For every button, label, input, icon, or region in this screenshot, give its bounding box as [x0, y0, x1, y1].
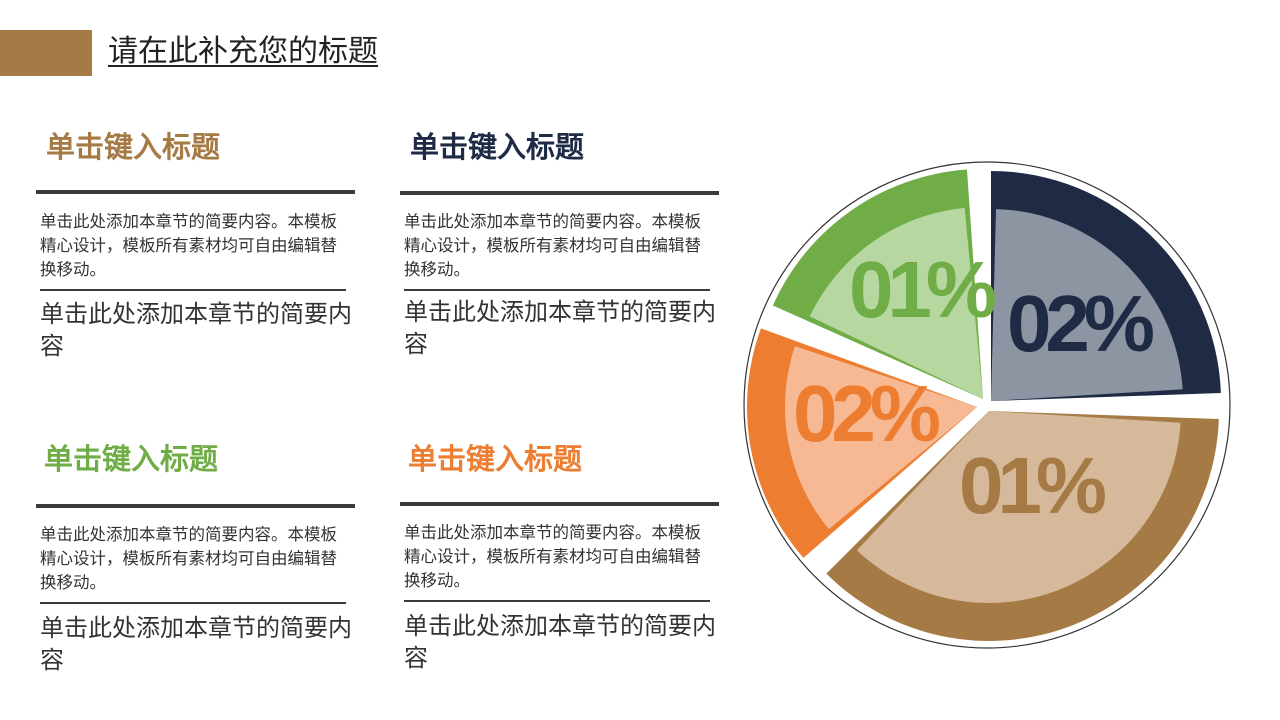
pie-chart: 02%01%02%01% [743, 161, 1231, 649]
pie-slice-4-inner [809, 207, 983, 399]
card-description[interactable]: 单击此处添加本章节的简要内容。本模板精心设计，模板所有素材均可自由编辑替换移动。 [404, 212, 701, 279]
pie-slice-label: 01% [849, 245, 996, 334]
divider [36, 504, 355, 508]
card-subtext[interactable]: 单击此处添加本章节的简要内容 [40, 300, 352, 360]
card-heading[interactable]: 单击键入标题 [44, 442, 219, 476]
content-card-4: 单击键入标题 单击此处添加本章节的简要内容。本模板精心设计，模板所有素材均可自由… [400, 440, 720, 690]
card-description[interactable]: 单击此处添加本章节的简要内容。本模板精心设计，模板所有素材均可自由编辑替换移动。 [404, 523, 701, 590]
content-card-3: 单击键入标题 单击此处添加本章节的简要内容。本模板精心设计，模板所有素材均可自由… [36, 440, 356, 690]
card-description[interactable]: 单击此处添加本章节的简要内容。本模板精心设计，模板所有素材均可自由编辑替换移动。 [40, 212, 337, 279]
content-card-1: 单击键入标题 单击此处添加本章节的简要内容。本模板精心设计，模板所有素材均可自由… [36, 128, 356, 378]
divider [400, 191, 719, 195]
card-heading[interactable]: 单击键入标题 [46, 130, 221, 164]
pie-slice-3-inner [784, 346, 977, 530]
card-heading[interactable]: 单击键入标题 [408, 442, 583, 476]
divider [36, 190, 355, 194]
divider [404, 289, 710, 291]
content-card-2: 单击键入标题 单击此处添加本章节的简要内容。本模板精心设计，模板所有素材均可自由… [400, 128, 720, 378]
card-heading[interactable]: 单击键入标题 [410, 130, 585, 164]
page-title: 请在此补充您的标题 [108, 34, 378, 69]
card-subtext[interactable]: 单击此处添加本章节的简要内容 [404, 298, 716, 358]
divider [400, 502, 719, 506]
card-subtext[interactable]: 单击此处添加本章节的简要内容 [40, 614, 352, 674]
title-accent-bar [0, 30, 92, 76]
pie-slice-label: 01% [959, 441, 1106, 530]
divider [40, 289, 346, 291]
pie-slice-label: 02% [1007, 279, 1154, 368]
card-subtext[interactable]: 单击此处添加本章节的简要内容 [404, 612, 716, 672]
divider [40, 602, 346, 604]
pie-slice-1-inner [991, 209, 1183, 401]
card-description[interactable]: 单击此处添加本章节的简要内容。本模板精心设计，模板所有素材均可自由编辑替换移动。 [40, 525, 337, 592]
pie-slice-2-inner [856, 411, 1181, 603]
divider [404, 600, 710, 602]
pie-slice-label: 02% [793, 369, 940, 458]
